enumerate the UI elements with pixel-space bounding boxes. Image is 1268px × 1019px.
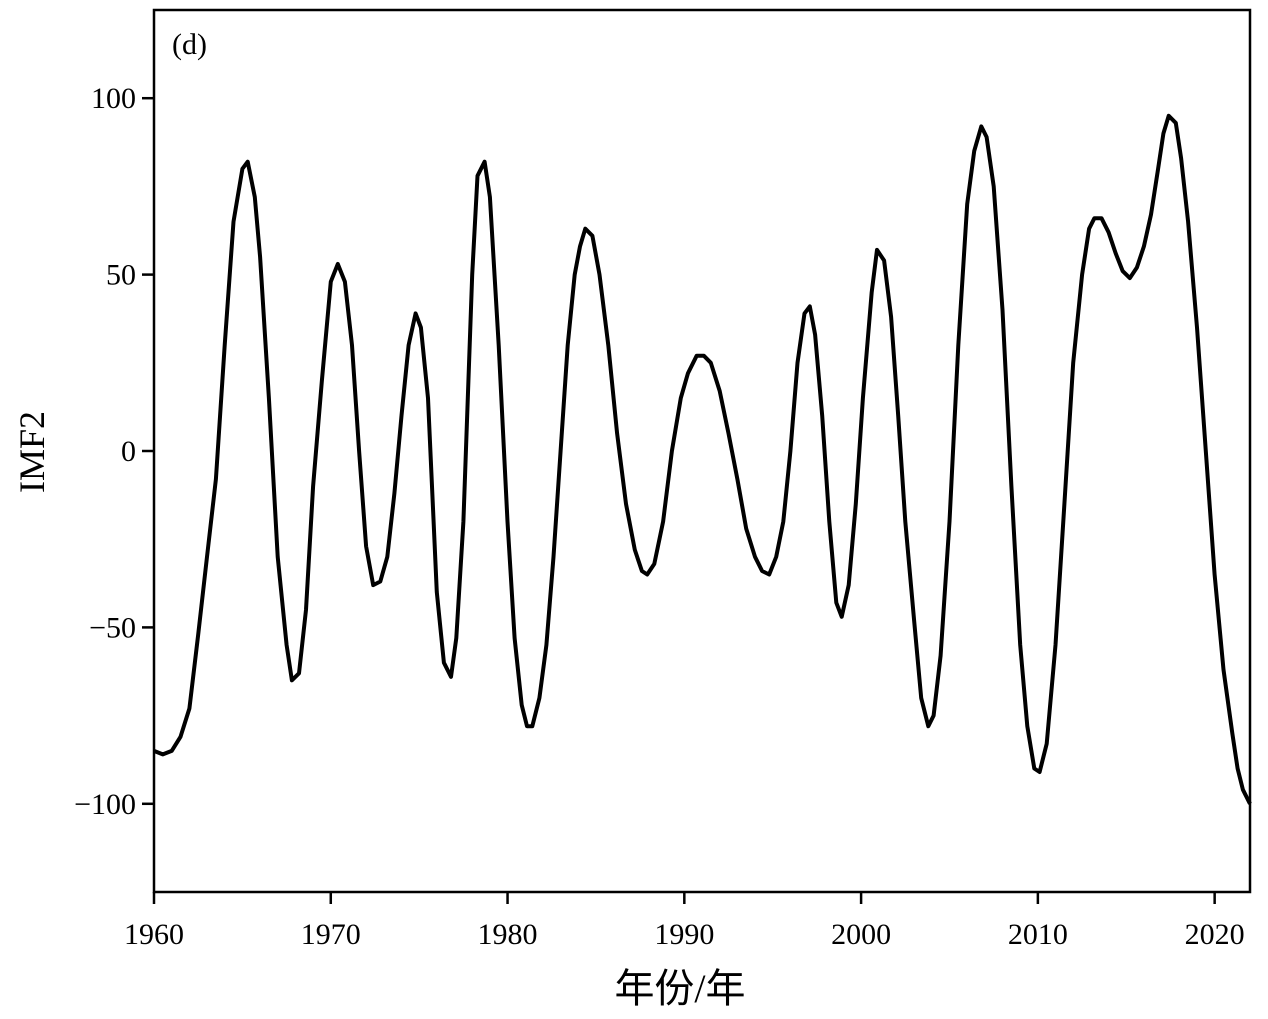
x-tick-label: 1960 — [124, 918, 184, 951]
plot-frame — [152, 8, 1252, 894]
y-tick-label: 100 — [91, 82, 136, 115]
x-axis-label: 年份/年 — [614, 966, 745, 1011]
x-tick-label: 2000 — [831, 918, 891, 951]
y-tick-label: 50 — [106, 259, 136, 292]
data-line — [153, 113, 1252, 805]
x-tick-label: 1970 — [301, 918, 361, 951]
x-tick-label: 1990 — [654, 918, 714, 951]
y-tick-label: 0 — [121, 435, 136, 468]
y-tick-label: −100 — [74, 788, 136, 821]
annotation: (d) — [172, 28, 207, 61]
x-tick-label: 1980 — [478, 918, 538, 951]
x-tick-label: 2020 — [1185, 918, 1245, 951]
y-tick-label: −50 — [89, 611, 136, 644]
x-tick-label: 2010 — [1008, 918, 1068, 951]
y-axis-label: IMF2 — [12, 411, 52, 493]
